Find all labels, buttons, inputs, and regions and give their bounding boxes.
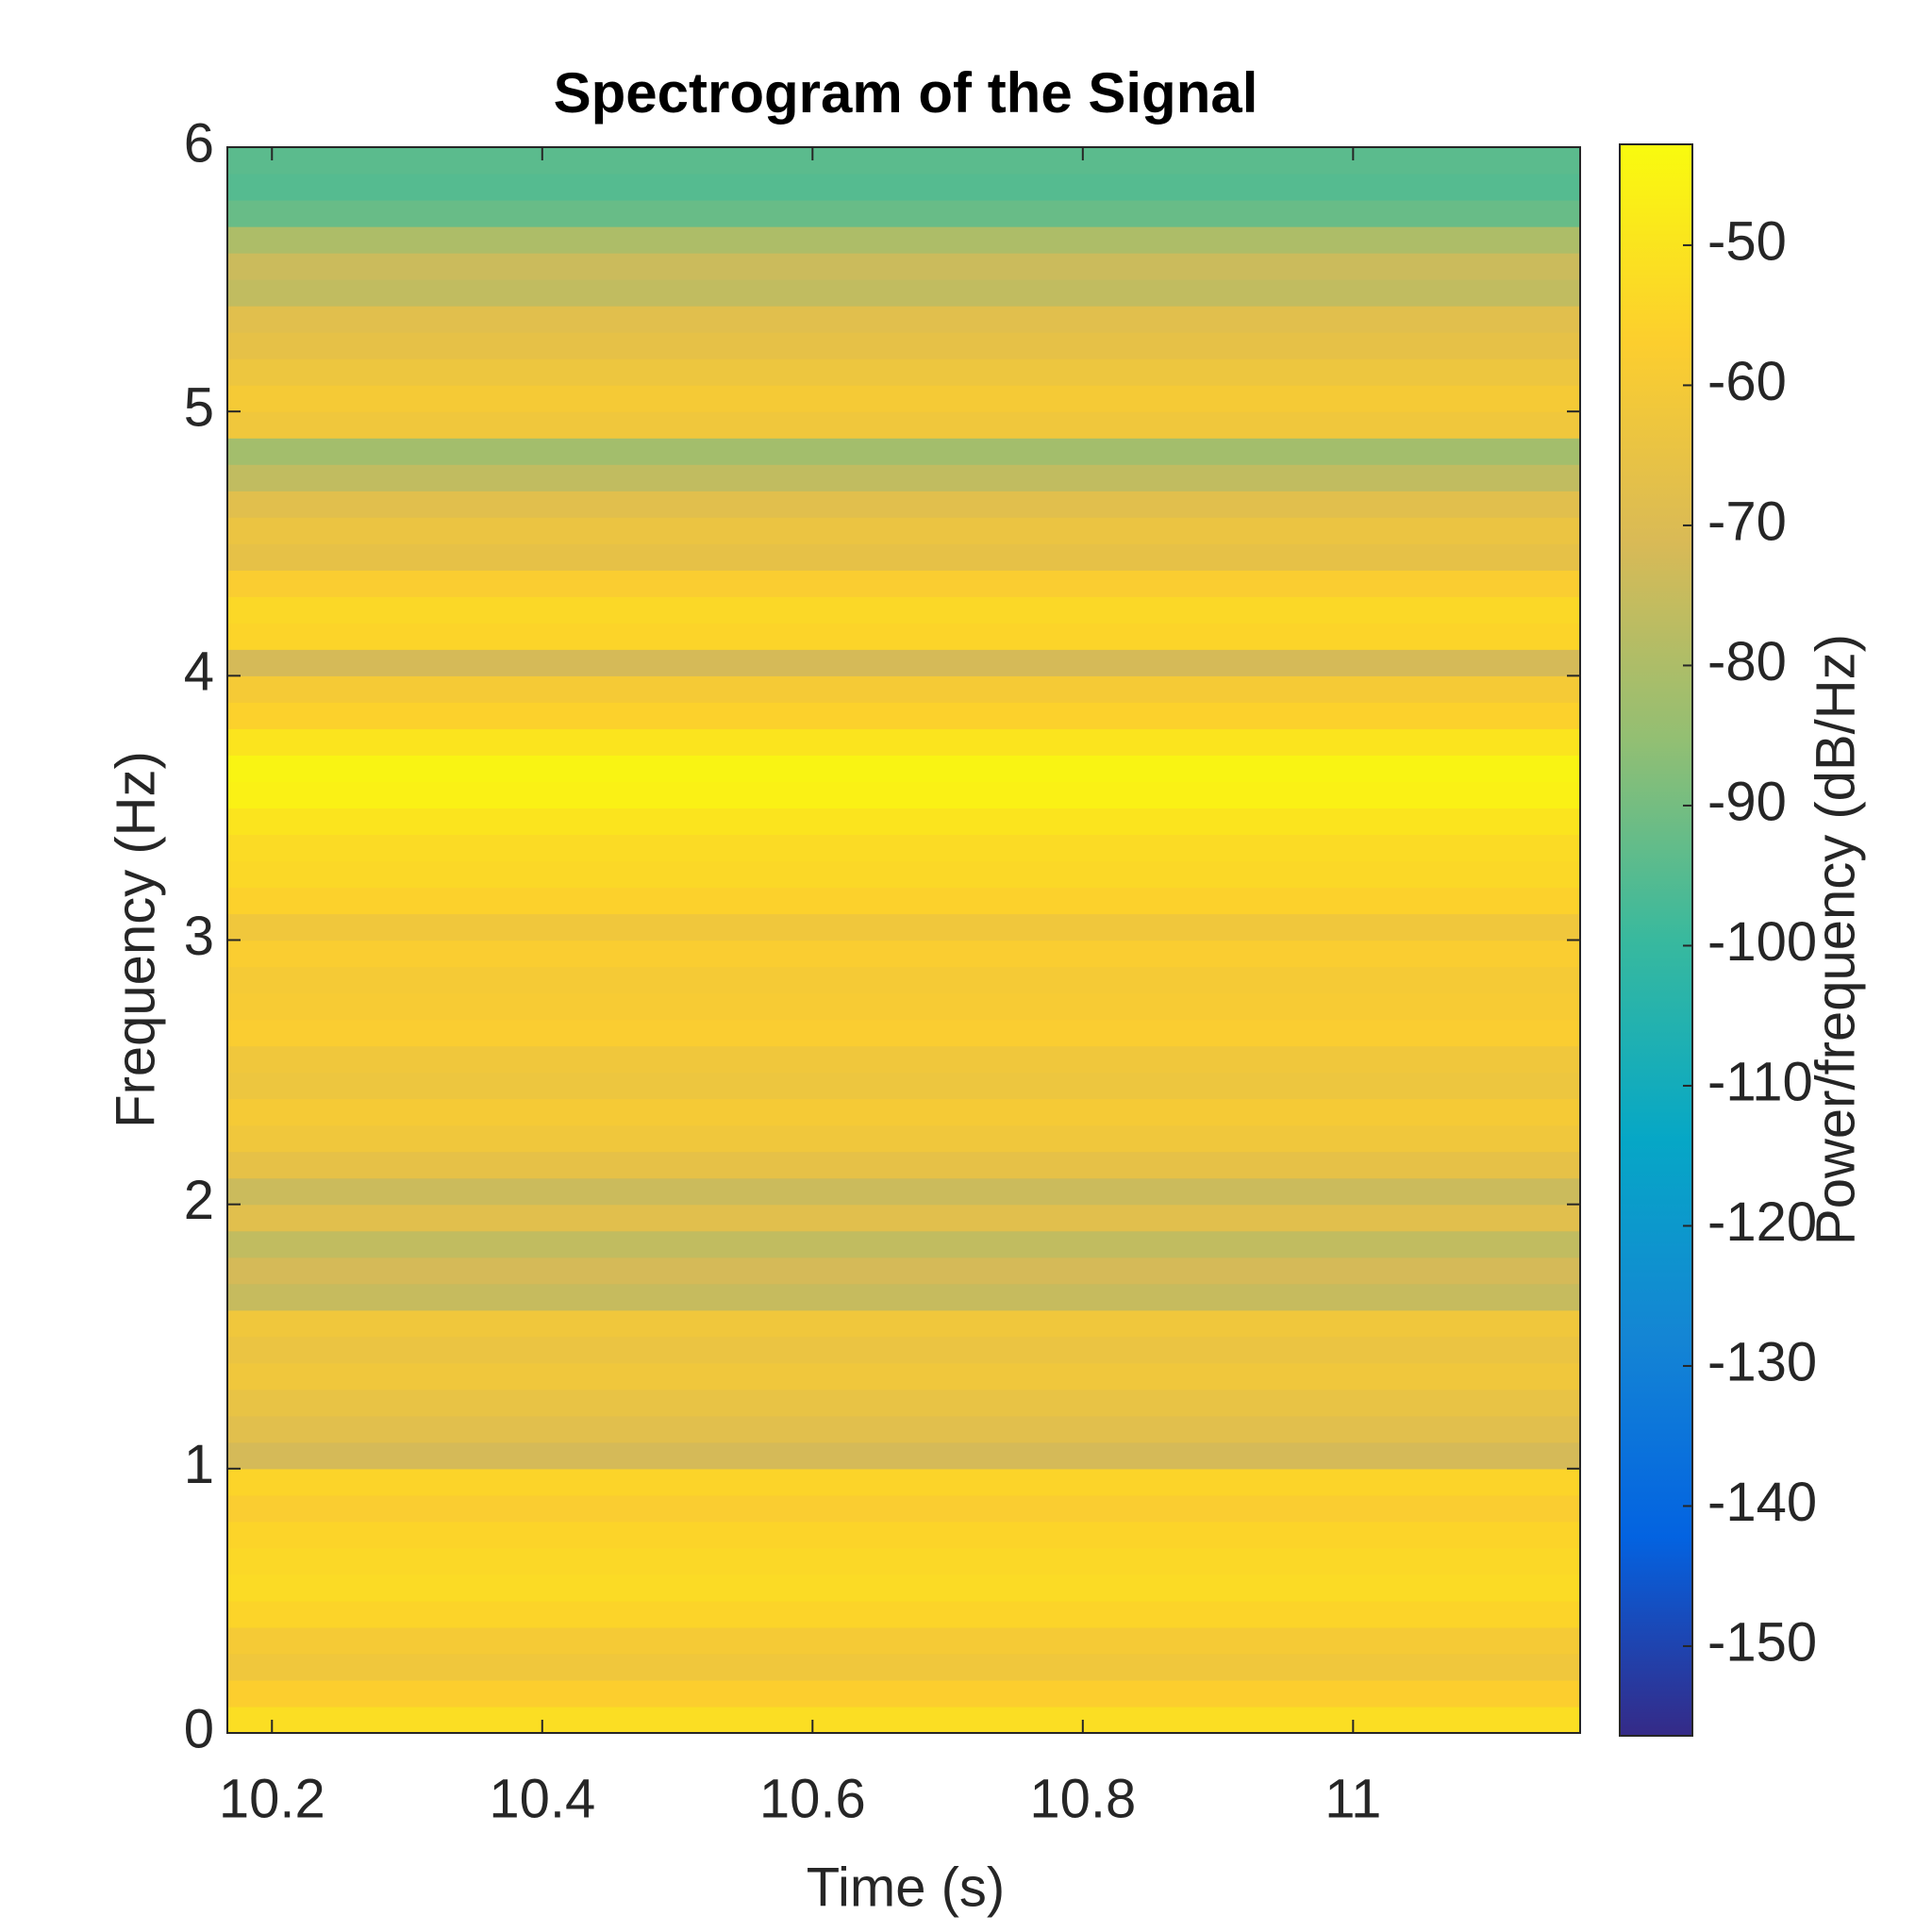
heatmap-cell xyxy=(227,1230,1580,1258)
heatmap-cell xyxy=(227,1626,1580,1655)
heatmap-cell xyxy=(227,438,1580,465)
heatmap-cell xyxy=(227,306,1580,333)
colorbar-tick-label: -70 xyxy=(1707,491,1787,552)
heatmap-cell xyxy=(227,1468,1580,1496)
colorbar-tick-label: -50 xyxy=(1707,210,1787,272)
heatmap-cell xyxy=(227,517,1580,544)
heatmap-cell xyxy=(227,755,1580,782)
heatmap-cell xyxy=(227,1653,1580,1681)
heatmap-cell xyxy=(227,1547,1580,1575)
heatmap-cell xyxy=(227,464,1580,491)
heatmap-cell xyxy=(227,1045,1580,1074)
heatmap-cell xyxy=(227,966,1580,994)
heatmap-cell xyxy=(227,332,1580,359)
heatmap-cell xyxy=(227,728,1580,756)
y-tick-label: 4 xyxy=(184,641,214,703)
colorbar xyxy=(1619,143,1693,1737)
heatmap-cell xyxy=(227,1706,1580,1734)
heatmap-cell xyxy=(227,1177,1580,1206)
colorbar-tick-label: -60 xyxy=(1707,351,1787,412)
heatmap-cell xyxy=(227,279,1580,307)
heatmap-cell xyxy=(227,1151,1580,1179)
colorbar-tick-label: -90 xyxy=(1707,771,1787,832)
x-axis-label: Time (s) xyxy=(807,1857,1005,1918)
colorbar-tick-label: -140 xyxy=(1707,1472,1817,1533)
heatmap-cell xyxy=(227,1309,1580,1338)
heatmap-cell xyxy=(227,411,1580,439)
heatmap-cell xyxy=(227,1019,1580,1047)
y-tick-label: 5 xyxy=(184,376,214,438)
heatmap-cell xyxy=(227,702,1580,729)
heatmap-cell xyxy=(227,992,1580,1021)
heatmap-cell xyxy=(227,675,1580,703)
heatmap-cell xyxy=(227,174,1580,201)
heatmap-cell xyxy=(227,649,1580,676)
heatmap-cell xyxy=(227,1389,1580,1417)
heatmap-cell xyxy=(227,1204,1580,1232)
colorbar-tick-label: -150 xyxy=(1707,1611,1817,1673)
heatmap-cell xyxy=(227,1600,1580,1628)
heatmap-cell xyxy=(227,1441,1580,1470)
heatmap-cell xyxy=(227,808,1580,836)
heatmap-cell xyxy=(227,491,1580,518)
heatmap-cell xyxy=(227,1679,1580,1707)
heatmap-cell xyxy=(227,358,1580,386)
heatmap-cell xyxy=(227,1098,1580,1126)
colorbar-tick-label: -120 xyxy=(1707,1191,1817,1253)
heatmap-cell xyxy=(227,200,1580,227)
y-tick-label: 3 xyxy=(184,906,214,967)
heatmap-cell xyxy=(227,1257,1580,1285)
y-tick-label: 6 xyxy=(184,112,214,174)
heatmap-cell xyxy=(227,860,1580,889)
heatmap-cell xyxy=(227,887,1580,915)
heatmap-cell xyxy=(227,596,1580,624)
heatmap-cell xyxy=(227,1283,1580,1311)
heatmap-cell xyxy=(227,940,1580,968)
y-tick-label: 1 xyxy=(184,1434,214,1495)
heatmap-cell xyxy=(227,834,1580,862)
x-tick-label: 10.6 xyxy=(759,1768,866,1829)
colorbar-tick-label: -130 xyxy=(1707,1331,1817,1392)
heatmap-cell xyxy=(227,1574,1580,1602)
heatmap-cell xyxy=(227,781,1580,809)
y-axis-label: Frequency (Hz) xyxy=(105,751,166,1128)
heatmap-cell xyxy=(227,1362,1580,1391)
heatmap-cell xyxy=(227,385,1580,412)
heatmap-cell xyxy=(227,1124,1580,1153)
x-tick-label: 11 xyxy=(1324,1768,1381,1829)
colorbar-tick-label: -80 xyxy=(1707,631,1787,692)
heatmap-cell xyxy=(227,1494,1580,1523)
colorbar-label: Power/frequency (dB/Hz) xyxy=(1805,634,1866,1245)
y-tick-label: 2 xyxy=(184,1170,214,1231)
colorbar-tick-label: -100 xyxy=(1707,911,1817,973)
x-tick-label: 10.8 xyxy=(1029,1768,1136,1829)
heatmap-cell xyxy=(227,1521,1580,1549)
heatmap-cell xyxy=(227,1336,1580,1364)
heatmap-cell xyxy=(227,623,1580,650)
heatmap-cell xyxy=(227,147,1580,175)
heatmap-cell xyxy=(227,226,1580,254)
heatmap-cell xyxy=(227,543,1580,571)
x-tick-label: 10.4 xyxy=(489,1768,595,1829)
heatmap-cell xyxy=(227,1415,1580,1443)
colorbar-tick-label: -110 xyxy=(1707,1051,1813,1112)
heatmap-cell xyxy=(227,913,1580,941)
y-tick-label: 0 xyxy=(184,1698,214,1759)
x-tick-label: 10.2 xyxy=(219,1768,325,1829)
heatmap-cell xyxy=(227,570,1580,597)
chart-title: Spectrogram of the Signal xyxy=(554,61,1258,125)
heatmap-cell xyxy=(227,253,1580,280)
heatmap-cell xyxy=(227,1072,1580,1100)
